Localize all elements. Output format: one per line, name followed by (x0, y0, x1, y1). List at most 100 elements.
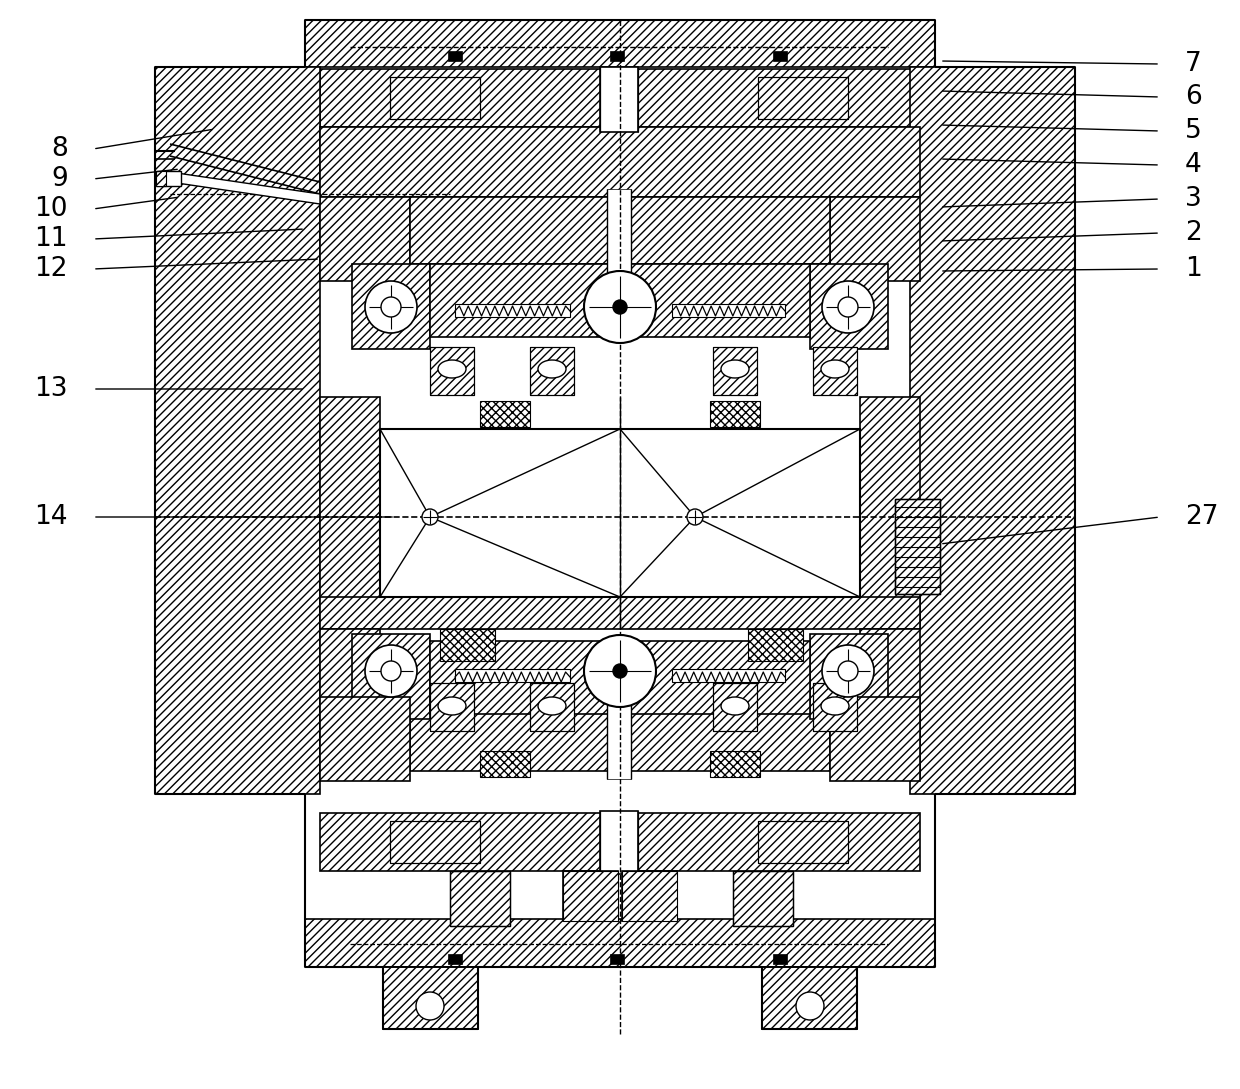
Ellipse shape (538, 697, 565, 715)
Bar (410, 197, 830, 264)
Bar (391, 77, 480, 119)
Bar (391, 77, 480, 119)
Text: 4: 4 (1185, 152, 1202, 178)
Bar (610, 954, 624, 964)
Text: 2: 2 (1185, 220, 1202, 246)
Bar (391, 821, 480, 862)
Circle shape (838, 661, 858, 681)
Bar (563, 871, 618, 921)
Text: 10: 10 (35, 196, 68, 222)
Circle shape (822, 645, 874, 697)
Bar (430, 347, 474, 395)
Circle shape (584, 271, 656, 343)
Circle shape (365, 645, 417, 697)
Bar (713, 347, 756, 395)
Bar (529, 683, 574, 731)
Bar (810, 634, 888, 719)
Bar (622, 871, 677, 921)
Bar (763, 967, 857, 1029)
Bar (600, 811, 639, 874)
Bar (895, 499, 940, 594)
Bar (320, 69, 920, 127)
Bar (758, 821, 848, 862)
Bar (455, 669, 570, 682)
Text: 3: 3 (1185, 186, 1202, 212)
Circle shape (365, 281, 417, 333)
Text: 14: 14 (35, 504, 68, 530)
Bar (391, 821, 480, 862)
Bar (861, 629, 920, 776)
Bar (352, 264, 430, 348)
Bar (763, 967, 857, 1029)
Bar (320, 813, 920, 871)
Circle shape (838, 297, 858, 317)
Ellipse shape (720, 697, 749, 715)
Bar (480, 401, 529, 427)
Bar (320, 397, 379, 627)
Bar (440, 629, 495, 661)
Bar (748, 629, 804, 661)
Bar (320, 597, 920, 629)
Text: 27: 27 (1185, 504, 1219, 530)
Bar (529, 347, 574, 395)
Bar (156, 171, 166, 186)
Circle shape (381, 297, 401, 317)
Circle shape (687, 509, 703, 525)
Bar (305, 919, 935, 967)
Circle shape (381, 661, 401, 681)
Bar (713, 683, 756, 731)
Text: 5: 5 (1185, 118, 1202, 144)
Bar (733, 871, 794, 926)
Circle shape (584, 635, 656, 707)
Bar (600, 68, 639, 132)
Bar (711, 401, 760, 427)
Bar (450, 871, 510, 926)
Ellipse shape (720, 360, 749, 378)
Bar (383, 967, 477, 1029)
Bar (563, 871, 618, 921)
Bar (861, 397, 920, 627)
Text: 11: 11 (35, 227, 68, 252)
Bar (610, 51, 624, 61)
Bar (305, 20, 935, 68)
Bar (448, 954, 463, 964)
Bar (352, 634, 430, 719)
Bar (758, 77, 848, 119)
Text: 13: 13 (35, 376, 68, 402)
Bar (758, 821, 848, 862)
Bar (448, 51, 463, 61)
Bar (430, 347, 474, 395)
Bar (430, 683, 474, 731)
Bar (430, 641, 810, 714)
Bar (155, 68, 320, 794)
Bar (450, 871, 510, 926)
Bar (810, 264, 888, 348)
Text: 8: 8 (51, 136, 68, 162)
Bar (379, 429, 861, 597)
Bar (529, 683, 574, 731)
Bar (773, 51, 787, 61)
Bar (733, 871, 794, 926)
Circle shape (415, 992, 444, 1020)
Bar (813, 347, 857, 395)
Circle shape (422, 509, 438, 525)
Bar (813, 347, 857, 395)
Circle shape (796, 992, 825, 1020)
Ellipse shape (821, 697, 849, 715)
Bar (910, 68, 1075, 794)
Circle shape (613, 664, 627, 678)
Bar (608, 189, 631, 337)
Bar (608, 639, 631, 779)
Ellipse shape (438, 697, 466, 715)
Text: 7: 7 (1185, 51, 1202, 77)
Bar (320, 629, 379, 776)
Bar (711, 751, 760, 776)
Bar (529, 347, 574, 395)
Bar (713, 347, 756, 395)
Bar (430, 264, 810, 337)
Bar (713, 683, 756, 731)
Bar (410, 707, 830, 771)
Bar (455, 304, 570, 317)
Bar (773, 954, 787, 964)
Text: 9: 9 (51, 166, 68, 192)
